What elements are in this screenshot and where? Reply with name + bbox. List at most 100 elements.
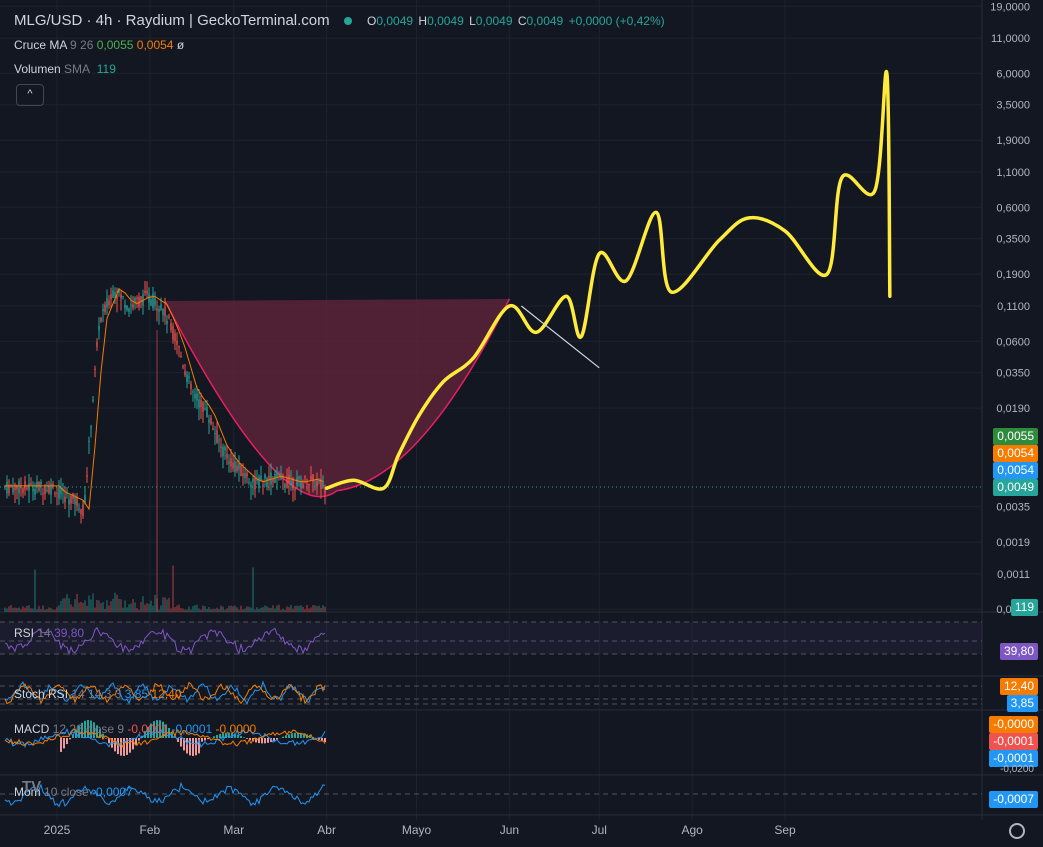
projection-line [324, 69, 892, 491]
volume-bar [74, 599, 76, 612]
mom-legend[interactable]: Mom 10 close -0,0007 [14, 785, 133, 799]
candle-body [258, 477, 260, 489]
macd-histogram-bar [264, 738, 266, 744]
candle-body [324, 486, 326, 494]
volume-bar [238, 609, 240, 612]
candle-body [126, 305, 128, 311]
candle-body [172, 326, 174, 340]
volume-bar [180, 608, 182, 612]
volume-bar [130, 603, 132, 612]
rsi-legend[interactable]: RSI 14 39,80 [14, 626, 84, 640]
symbol-header[interactable]: MLG/USD · 4h · Raydium | GeckoTerminal.c… [14, 12, 667, 29]
candle-body [176, 340, 178, 345]
candle-body [152, 293, 154, 308]
candle-body [136, 297, 138, 299]
candle-body [92, 399, 94, 401]
macd-histogram-bar [204, 738, 206, 741]
candle-body [20, 485, 22, 489]
candle-body [278, 473, 280, 475]
macd-histogram-bar [288, 734, 290, 738]
mom-name: Mom [14, 785, 41, 799]
candle-body [168, 316, 170, 318]
stoch-k-badge: 3,85 [1006, 695, 1038, 712]
price-tick-label: 0,1900 [996, 269, 1030, 281]
volume-bar [174, 606, 176, 612]
stoch-d-value: 12,40 [151, 687, 182, 701]
candle-body [150, 299, 152, 306]
symbol-title[interactable]: MLG/USD · 4h · Raydium | GeckoTerminal.c… [14, 12, 330, 29]
ma-cross-legend[interactable]: Cruce MA 9 26 0,0055 0,0054 ø [14, 38, 184, 52]
trend-line [520, 305, 600, 369]
candle-body [116, 296, 118, 300]
volume-bar [64, 598, 66, 612]
macd-hist-value: -0,0001 [127, 722, 169, 736]
volume-bar [256, 607, 258, 612]
macd-histogram-bar [183, 738, 185, 751]
volume-bar [28, 604, 30, 612]
candle-body [160, 304, 162, 310]
candle-body [90, 426, 92, 429]
rsi-value: 39,80 [54, 626, 85, 640]
collapse-legend-button[interactable]: ^ [16, 84, 44, 106]
macd-histogram-bar [114, 738, 116, 752]
candle-body [240, 464, 242, 477]
macd-histogram-bar [147, 726, 149, 738]
volume-bar [284, 609, 286, 612]
macd-histogram-bar [150, 723, 152, 738]
macd-histogram-bar [222, 733, 224, 738]
volume-bar [304, 609, 306, 612]
volume-bar [128, 604, 130, 612]
candle-body [16, 486, 18, 490]
volume-bar [132, 598, 134, 612]
macd-histogram-bar [282, 736, 284, 738]
volume-bar [148, 603, 150, 612]
candle-body [82, 504, 84, 517]
volume-bar [78, 602, 80, 612]
candle-body [288, 474, 290, 484]
volume-bar [62, 598, 64, 612]
macd-histogram-bar [120, 738, 122, 756]
volume-bar [60, 601, 62, 612]
volume-bar [58, 605, 60, 612]
volume-bar [98, 600, 100, 612]
macd-histogram-bar [285, 735, 287, 738]
macd-histogram-bar [84, 720, 86, 738]
volume-bar [34, 569, 36, 612]
volume-bar [92, 593, 94, 612]
volume-bar [122, 607, 124, 612]
volume-bar [166, 599, 168, 612]
macd-histogram-bar [192, 738, 194, 756]
time-tick-label: 2025 [44, 823, 71, 837]
tradingview-logo[interactable]: TV [22, 778, 42, 795]
macd-histogram-bar [321, 738, 323, 742]
macd-histogram-bar [90, 720, 92, 738]
mom-params: 10 close [44, 785, 89, 799]
volume-bar [306, 604, 308, 612]
volume-bar [126, 607, 128, 612]
settings-gear-icon[interactable] [1009, 823, 1025, 839]
volume-bar [206, 608, 208, 612]
indicator-lines [4, 626, 326, 808]
candle-body [120, 294, 122, 299]
volume-bar [286, 606, 288, 612]
volume-bar [308, 608, 310, 612]
price-tick-label: 0,0019 [996, 537, 1030, 549]
volume-bar [324, 606, 326, 612]
candle-body [190, 383, 192, 389]
candle-body [72, 493, 74, 500]
ma-fast-value: 0,0055 [96, 38, 134, 52]
candle-body [224, 446, 226, 451]
candle-body [220, 446, 222, 448]
volume-legend[interactable]: Volumen SMA 119 [14, 62, 116, 76]
candle-body [322, 480, 324, 488]
price-tick-label: 0,0600 [996, 336, 1030, 348]
stoch-legend[interactable]: Stoch RSI 14 14 3 3 3,85 12,40 [14, 687, 182, 701]
candle-body [192, 391, 194, 393]
macd-histogram-bar [273, 738, 275, 741]
macd-histogram-bar [159, 720, 161, 738]
candle-body [154, 298, 156, 306]
macd-legend[interactable]: MACD 12 26 close 9 -0,0001 -0,0001 -0,00… [14, 722, 256, 736]
cup-pattern [164, 298, 511, 498]
candle-body [60, 487, 62, 495]
